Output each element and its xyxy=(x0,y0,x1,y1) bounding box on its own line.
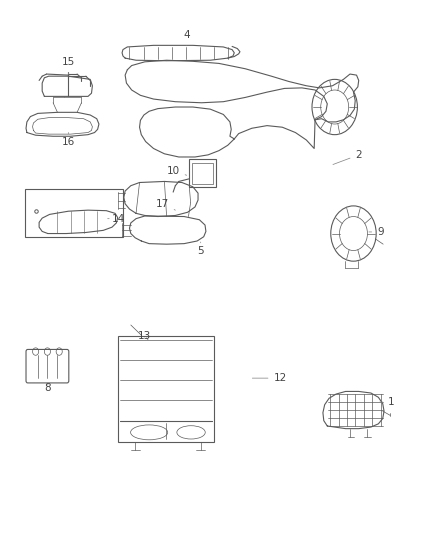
Bar xyxy=(192,163,213,184)
Bar xyxy=(118,336,214,442)
Text: 13: 13 xyxy=(138,330,152,341)
Text: 17: 17 xyxy=(155,199,175,210)
Bar xyxy=(25,189,123,237)
Text: 14: 14 xyxy=(108,214,125,224)
Text: 12: 12 xyxy=(252,373,287,383)
Text: 10: 10 xyxy=(166,166,187,176)
Text: 2: 2 xyxy=(333,150,362,165)
Text: 16: 16 xyxy=(62,133,75,147)
Bar xyxy=(189,159,215,187)
Text: 5: 5 xyxy=(198,242,204,255)
Text: 15: 15 xyxy=(62,57,75,74)
Text: 4: 4 xyxy=(183,30,190,46)
Text: 1: 1 xyxy=(380,397,395,407)
Text: 9: 9 xyxy=(369,227,384,237)
Text: 8: 8 xyxy=(45,383,51,393)
